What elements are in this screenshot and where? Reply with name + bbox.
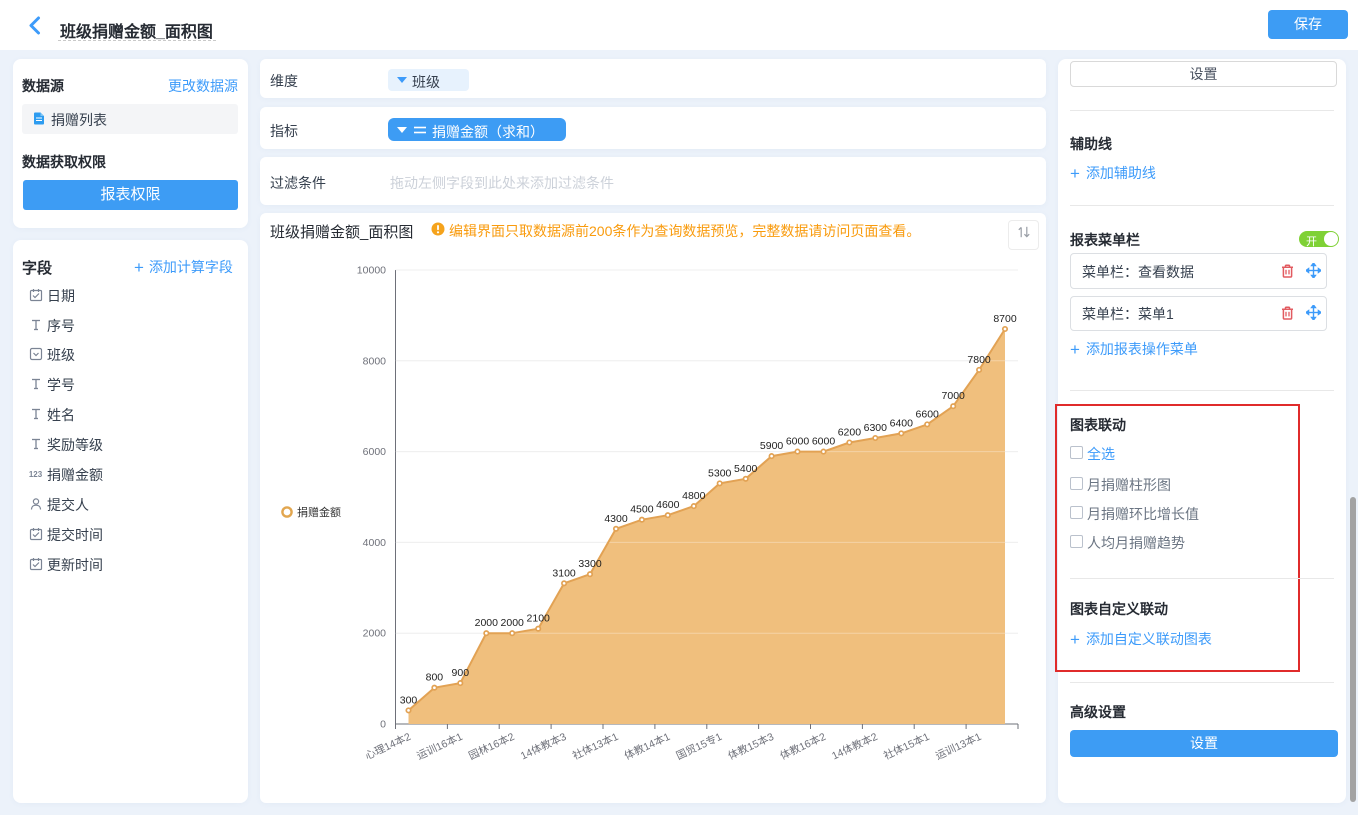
svg-text:运训16本1: 运训16本1 [415,730,465,763]
svg-text:14体教本2: 14体教本2 [830,730,880,763]
svg-text:6000: 6000 [786,436,810,448]
svg-text:4800: 4800 [682,490,706,502]
svg-text:体教14本1: 体教14本1 [622,730,672,763]
svg-text:800: 800 [426,672,444,684]
svg-text:4500: 4500 [630,504,654,516]
svg-text:3100: 3100 [552,567,576,579]
svg-text:300: 300 [400,694,418,706]
svg-text:5900: 5900 [760,440,784,452]
svg-text:8700: 8700 [993,313,1017,325]
svg-text:6000: 6000 [812,436,836,448]
svg-text:5300: 5300 [708,467,732,479]
svg-text:3300: 3300 [578,558,602,570]
svg-text:社体15本1: 社体15本1 [882,730,932,763]
svg-text:5400: 5400 [734,463,758,475]
svg-text:2100: 2100 [527,613,551,625]
svg-text:6000: 6000 [363,446,387,458]
svg-text:心理14本2: 心理14本2 [363,730,413,763]
svg-text:6300: 6300 [864,422,888,434]
svg-text:2000: 2000 [501,617,525,629]
svg-text:14体教本3: 14体教本3 [518,730,568,763]
svg-text:4300: 4300 [604,513,628,525]
svg-text:6600: 6600 [916,408,940,420]
svg-text:国贸15专1: 国贸15专1 [674,730,724,763]
svg-text:7800: 7800 [967,354,991,366]
svg-text:捐赠金额: 捐赠金额 [297,505,341,519]
svg-text:运训13本1: 运训13本1 [933,730,983,763]
svg-text:4000: 4000 [363,537,387,549]
svg-text:2000: 2000 [363,628,387,640]
svg-text:10000: 10000 [357,265,386,277]
svg-text:7000: 7000 [942,390,966,402]
svg-text:4600: 4600 [656,499,680,511]
svg-text:2000: 2000 [475,617,499,629]
svg-text:社体13本1: 社体13本1 [570,730,620,763]
svg-text:6200: 6200 [838,427,862,439]
svg-text:6400: 6400 [890,417,914,429]
svg-text:体教15本3: 体教15本3 [726,730,776,763]
svg-text:900: 900 [452,667,470,679]
svg-text:体教16本2: 体教16本2 [778,730,828,763]
svg-text:8000: 8000 [363,355,387,367]
svg-text:0: 0 [380,719,386,731]
svg-text:园林16本2: 园林16本2 [467,730,517,763]
